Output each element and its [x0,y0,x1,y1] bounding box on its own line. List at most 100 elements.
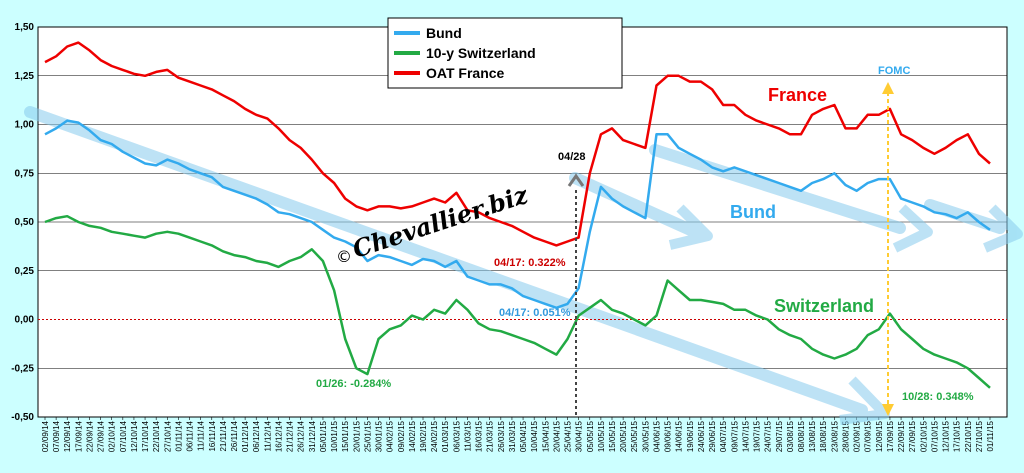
legend-label-switzerland: 10-y Switzerland [426,45,536,61]
x-tick-label: 05/01/15 [319,420,328,452]
x-tick-label: 21/03/15 [486,420,495,452]
x-tick-label: 27/09/14 [97,420,106,452]
x-tick-label: 29/06/15 [708,420,717,452]
trend-arrow-bund-2-head [892,204,933,253]
series-lines [44,41,991,389]
series-line-oat-france [44,41,991,247]
label-oat-0417: 04/17: 0.322% [494,257,566,269]
marker-0428-arrowhead [567,173,585,187]
x-tick-label: 06/03/15 [452,420,461,452]
x-tick-label: 05/04/15 [519,420,528,452]
trend-arrow-bund-1-head [668,204,713,250]
y-axis-ticks: 1,50 1,25 1,00 0,75 0,50 0,25 0,00 -0,25 -0,50 [11,22,34,423]
x-tick-label: 15/04/15 [541,420,550,452]
x-tick-label: 14/02/15 [408,420,417,452]
x-tick-label: 14/07/15 [741,420,750,452]
x-tick-label: 04/06/15 [652,420,661,452]
y-tick-label: 1,50 [15,22,35,33]
x-tick-label: 01/03/15 [441,420,450,452]
x-tick-label: 15/01/15 [341,420,350,452]
copyright-symbol: © [336,247,352,266]
x-tick-label: 01/12/14 [241,420,250,452]
legend-label-france: OAT France [426,65,505,81]
x-tick-label: 30/04/15 [575,420,584,452]
x-tick-label: 14/06/15 [675,420,684,452]
x-tick-label: 11/11/14 [197,420,206,451]
x-tick-label: 25/05/15 [630,420,639,452]
x-tick-label: 26/03/15 [497,420,506,452]
x-tick-label: 06/11/14 [186,420,195,451]
label-bund: Bund [730,202,776,222]
x-tick-label: 19/06/15 [686,420,695,452]
y-tick-label: 1,00 [15,120,35,131]
x-tick-label: 03/08/15 [786,420,795,452]
x-tick-label: 12/10/15 [942,420,951,452]
x-tick-label: 17/10/15 [953,420,962,452]
x-tick-label: 10/01/15 [330,420,339,452]
x-tick-label: 07/09/14 [52,420,61,452]
x-tick-label: 07/10/14 [119,420,128,452]
x-tick-label: 24/02/15 [430,420,439,452]
trend-arrow-bund-3-head [983,204,1023,253]
x-tick-label: 11/12/14 [263,420,272,451]
x-tick-label: 19/07/15 [753,420,762,452]
x-tick-label: 21/11/14 [219,420,228,451]
x-tick-label: 02/09/14 [41,420,50,452]
x-tick-label: 02/10/15 [919,420,928,452]
x-tick-label: 01/11/14 [174,420,183,451]
x-tick-label: 04/07/15 [719,420,728,452]
x-tick-label: 24/06/15 [697,420,706,452]
y-tick-label: -0,50 [11,412,34,423]
x-tick-label: 07/09/15 [864,420,873,452]
x-tick-label: 26/12/14 [297,420,306,452]
trend-arrow-long-head [839,376,890,425]
y-tick-label: 0,50 [15,217,35,228]
x-tick-label: 05/05/15 [586,420,595,452]
x-tick-label: 10/05/15 [597,420,606,452]
x-tick-label: 01/11/15 [986,420,995,451]
x-tick-label: 02/09/15 [853,420,862,452]
x-tick-label: 29/07/15 [775,420,784,452]
x-tick-label: 30/05/15 [641,420,650,452]
trend-arrow-long [24,106,868,416]
x-tick-label: 02/10/14 [108,420,117,452]
x-tick-label: 22/10/14 [152,420,161,452]
x-tick-label: 17/09/15 [886,420,895,452]
series-line-10-y-switzerland [44,214,991,389]
x-tick-label: 25/04/15 [564,420,573,452]
x-tick-label: 18/08/15 [819,420,828,452]
x-tick-label: 31/03/15 [508,420,517,452]
label-switzerland: Switzerland [774,296,874,316]
x-tick-label: 06/12/14 [252,420,261,452]
fomc-marker-arrow-up [882,82,894,94]
x-tick-label: 27/10/15 [975,420,984,452]
x-axis-ticks: 02/09/14 07/09/14 12/09/14 17/09/14 22/09/14… [41,417,995,452]
trend-arrow-bund-3 [924,199,1006,234]
x-tick-label: 08/08/15 [797,420,806,452]
y-tick-label: 0,75 [15,168,35,179]
label-date-0428: 04/28 [558,151,586,163]
x-tick-label: 21/12/14 [286,420,295,452]
x-tick-label: 28/08/15 [841,420,850,452]
x-tick-label: 04/02/15 [386,420,395,452]
y-tick-label: 1,25 [15,71,35,82]
x-tick-label: 20/01/15 [352,420,361,452]
legend: Bund 10-y Switzerland OAT France [387,17,623,89]
x-tick-label: 09/07/15 [730,420,739,452]
x-tick-label: 27/09/15 [908,420,917,452]
x-tick-label: 12/10/14 [130,420,139,452]
x-tick-label: 19/02/15 [419,420,428,452]
x-tick-label: 17/10/14 [141,420,150,452]
label-fomc: FOMC [878,65,910,77]
x-tick-label: 22/09/14 [85,420,94,452]
x-tick-label: 24/07/15 [764,420,773,452]
x-tick-label: 09/02/15 [397,420,406,452]
x-tick-label: 07/10/15 [930,420,939,452]
label-bund-0417: 04/17: 0.051% [499,307,571,319]
label-swiss-0126: 01/26: -0.284% [316,378,391,390]
x-tick-label: 12/09/15 [875,420,884,452]
x-tick-label: 22/10/15 [964,420,973,452]
y-tick-label: 0,00 [15,315,35,326]
x-tick-label: 27/10/14 [163,420,172,452]
